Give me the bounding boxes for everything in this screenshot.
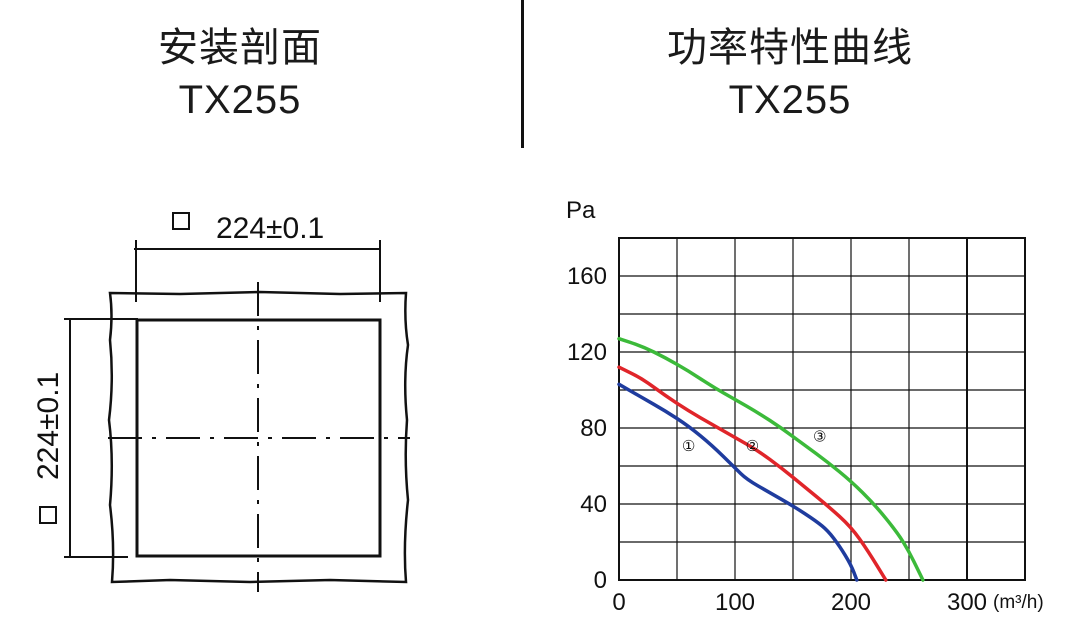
side-dimension-label: 224±0.1: [32, 372, 65, 480]
chart-curves: [617, 336, 925, 582]
chart-labels: ① ② ③ 0 40 80 120 160 0 100 200 300 Pa (m³/h): [566, 197, 1044, 616]
y-tick-label: 0: [594, 567, 607, 594]
installation-section-title: 安装剖面: [158, 26, 322, 70]
curve-3: [617, 336, 925, 582]
x-tick-label: 100: [715, 589, 755, 616]
header-divider: [521, 0, 524, 148]
y-tick-label: 160: [567, 263, 607, 290]
right-model-name: TX255: [728, 78, 852, 122]
y-axis-label: Pa: [566, 197, 596, 224]
square-symbol-icon: [172, 212, 190, 230]
y-tick-label: 120: [567, 339, 607, 366]
x-tick-label: 300: [947, 589, 987, 616]
x-tick-label: 200: [831, 589, 871, 616]
y-tick-label: 80: [580, 415, 607, 442]
performance-curve-title: 功率特性曲线: [667, 26, 913, 70]
curve-label-1: ①: [682, 437, 695, 455]
left-model-name: TX255: [178, 78, 302, 122]
outer-cutout-outline: [107, 290, 410, 584]
curve-1: [617, 382, 859, 582]
x-tick-label: 0: [612, 589, 625, 616]
curve-label-3: ③: [813, 427, 826, 445]
curve-2: [617, 365, 888, 582]
y-tick-label: 40: [580, 491, 607, 518]
curve-label-2: ②: [746, 437, 759, 455]
chart-grid: [618, 237, 1026, 581]
square-symbol-icon: [39, 506, 57, 524]
top-dimension-label: 224±0.1: [216, 212, 324, 245]
plot-frame: [618, 237, 1026, 581]
x-axis-unit-label: (m³/h): [993, 592, 1044, 613]
section-header-right: 功率特性曲线 TX255: [610, 22, 970, 126]
section-header-left: 安装剖面 TX255: [80, 22, 400, 126]
